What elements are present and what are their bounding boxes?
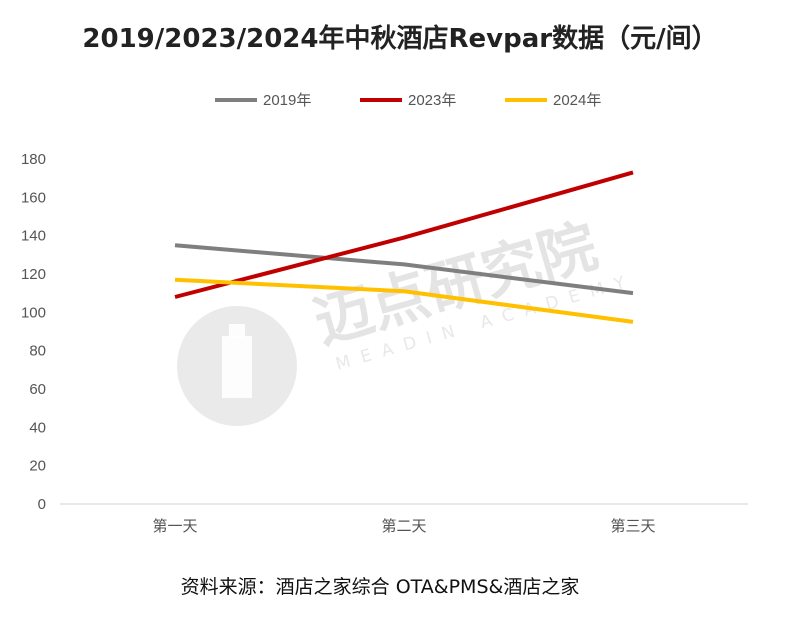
legend-item: 2024年	[505, 92, 601, 109]
source-note: 资料来源：酒店之家综合 OTA&PMS&酒店之家	[180, 576, 580, 598]
y-tick-label: 100	[21, 304, 46, 321]
y-tick-label: 60	[29, 381, 46, 398]
watermark-logo-icon	[177, 306, 297, 426]
chart-title: 2019/2023/2024年中秋酒店Revpar数据（元/间）	[82, 24, 718, 54]
watermark: 迈点研究院 MEADIN ACADEMY	[177, 211, 638, 426]
legend-label: 2023年	[408, 92, 456, 109]
y-tick-label: 80	[29, 343, 46, 360]
y-tick-label: 40	[29, 419, 46, 436]
y-tick-label: 160	[21, 189, 46, 206]
x-tick-label: 第三天	[610, 517, 655, 535]
legend-label: 2019年	[263, 92, 311, 109]
legend-label: 2024年	[553, 92, 601, 109]
y-tick-label: 180	[21, 151, 46, 168]
y-tick-label: 0	[38, 496, 46, 513]
x-tick-label: 第二天	[381, 517, 426, 535]
y-tick-label: 20	[29, 458, 46, 475]
y-tick-label: 120	[21, 266, 46, 283]
legend-item: 2023年	[360, 92, 456, 109]
x-tick-label: 第一天	[152, 517, 197, 535]
legend-item: 2019年	[215, 92, 311, 109]
y-tick-label: 140	[21, 228, 46, 245]
